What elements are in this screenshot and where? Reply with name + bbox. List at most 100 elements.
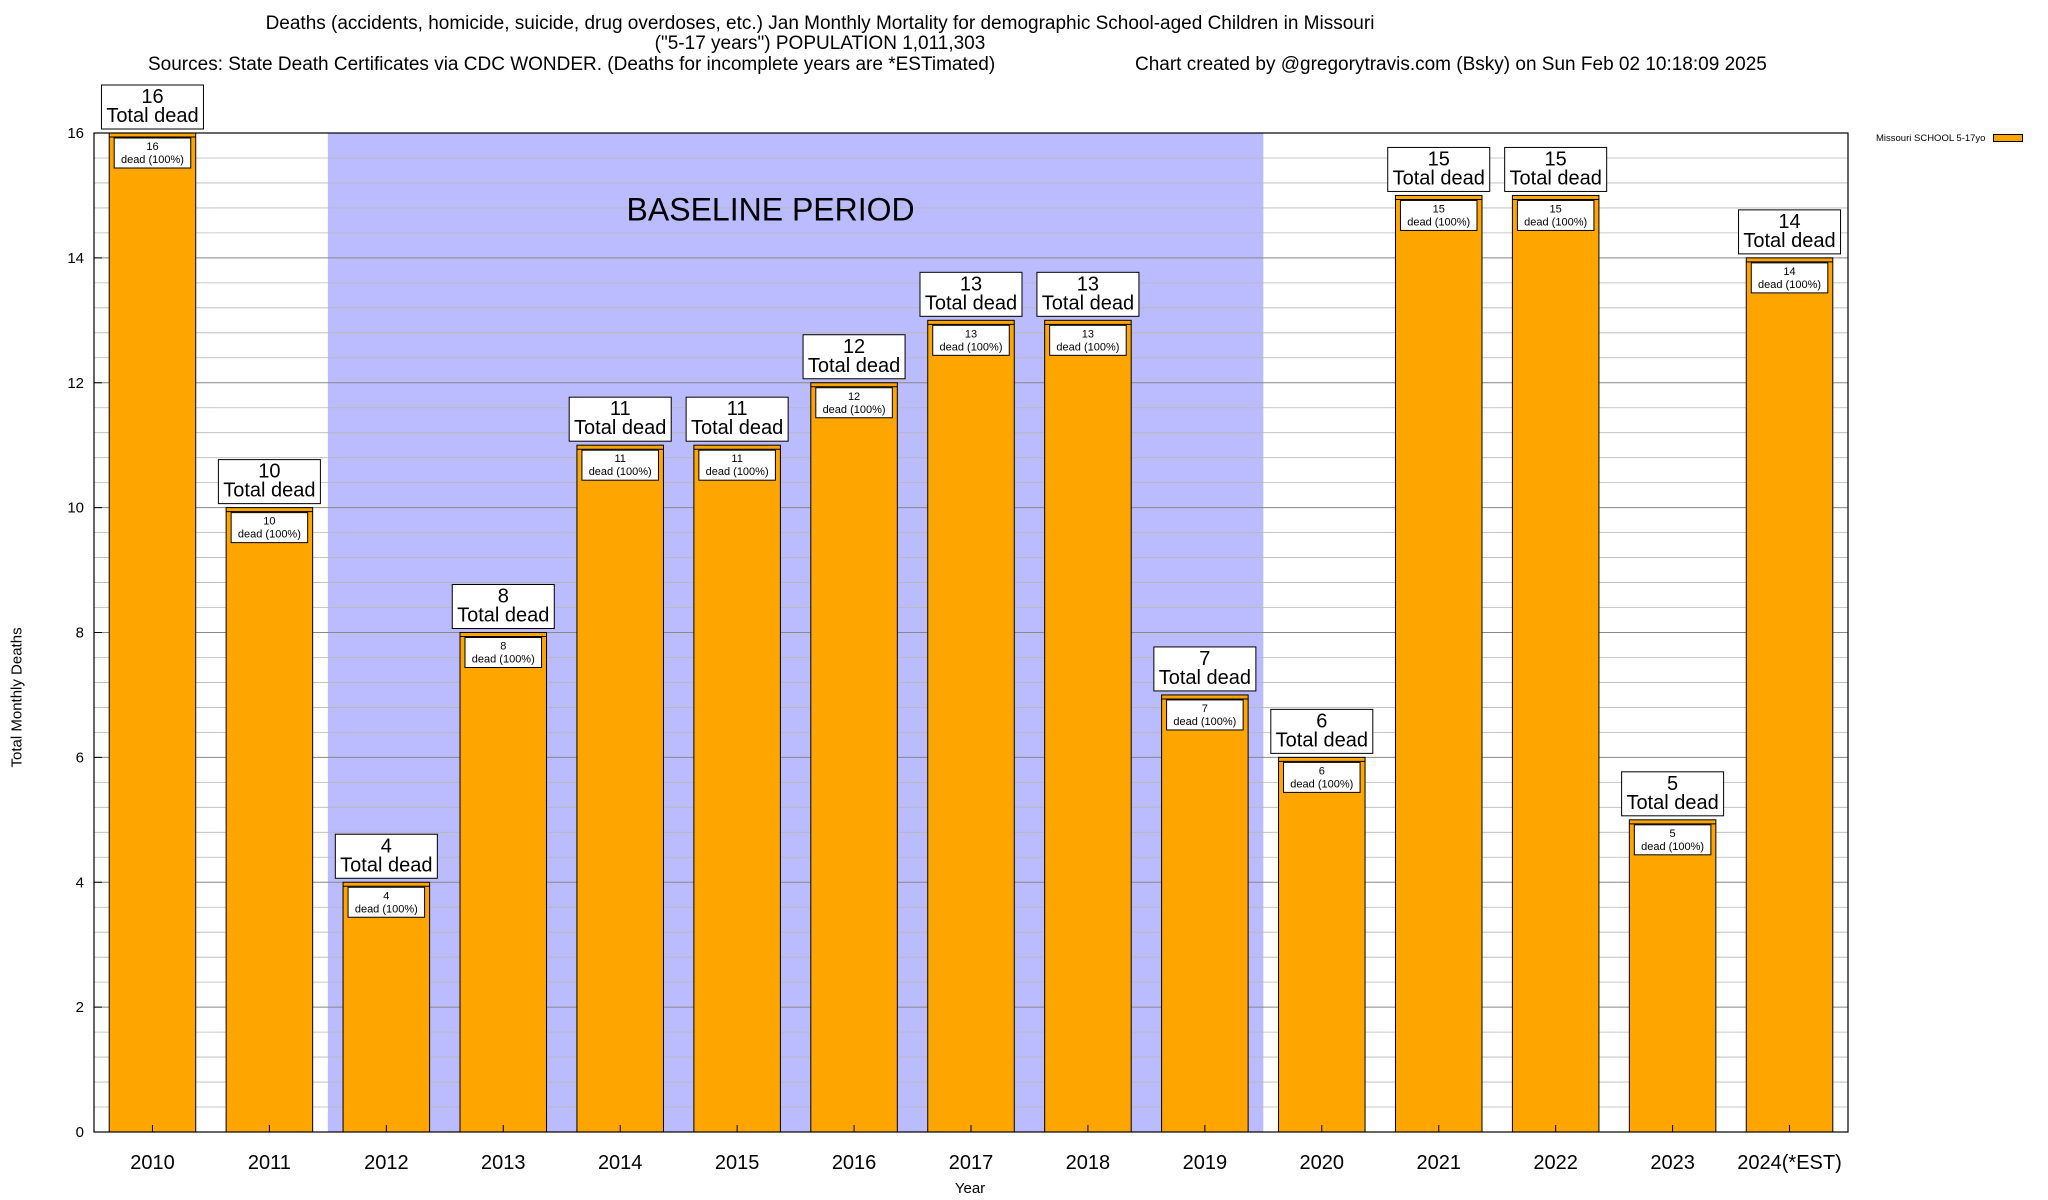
inner-value-label: 15 [1550,203,1562,215]
total-value-label: 15 [1545,148,1567,170]
inner-percent-label: dead (100%) [1056,341,1119,353]
total-dead-label: Total dead [1276,729,1368,751]
inner-value-label: 10 [263,516,275,528]
inner-percent-label: dead (100%) [1407,216,1470,228]
bar [459,632,548,1133]
total-label-box [1621,771,1725,817]
bar [1044,319,1132,1133]
inner-value-label: 11 [731,453,742,465]
inner-percent-label: dead (100%) [940,341,1003,353]
inner-value-label: 11 [614,453,625,465]
y-tick-label: 6 [76,749,84,766]
total-label-box [802,334,906,380]
inner-value-label: 12 [848,391,860,403]
x-tick-label: 2017 [949,1152,994,1174]
inner-value-label: 16 [146,141,158,153]
y-tick-label: 16 [67,125,84,142]
total-label-box [217,459,321,505]
bar [1278,756,1366,1133]
x-tick-label: 2012 [364,1152,409,1174]
x-axis-ticks: 2010 2011 2012 2013 2014 2015 2016 2017 2018 2019… [130,1125,1842,1174]
total-value-label: 11 [727,398,748,420]
inner-value-label: 8 [500,641,506,653]
bar [810,382,898,1133]
total-label-box [1738,209,1842,255]
total-value-label: 16 [141,86,163,108]
y-tick-label: 2 [76,999,84,1016]
total-value-label: 7 [1199,648,1210,670]
total-value-label: 14 [1778,211,1800,233]
inner-label-box [1399,199,1478,231]
y-tick-label: 10 [67,500,84,517]
y-tick-label: 4 [76,874,84,891]
inner-percent-label: dead (100%) [472,654,535,666]
chart-subtitle: ("5-17 years") POPULATION 1,011,303 [654,33,986,54]
inner-percent-label: dead (100%) [589,466,652,478]
total-value-label: 10 [258,461,280,483]
total-value-label: 13 [1077,273,1099,295]
total-label-box [100,84,204,130]
legend: Missouri SCHOOL 5-17yo [1876,131,2024,145]
total-dead-label: Total dead [340,854,432,876]
total-dead-label: Total dead [1626,792,1718,814]
x-tick-label: 2010 [130,1152,175,1174]
x-tick-label: 2024(*EST) [1737,1152,1842,1174]
legend-label: Missouri SCHOOL 5-17yo [1876,132,1986,144]
bar [108,132,197,1133]
x-tick-label: 2018 [1066,1152,1111,1174]
x-tick-label: 2021 [1416,1152,1461,1174]
total-dead-label: Total dead [223,480,315,502]
bar [225,507,314,1133]
inner-label-box [1633,824,1712,856]
x-tick-label: 2019 [1183,1152,1228,1174]
inner-value-label: 4 [383,890,389,902]
bar [927,319,1015,1133]
total-label-box [1387,146,1491,192]
inner-percent-label: dead (100%) [1641,841,1704,853]
x-tick-label: 2015 [715,1152,760,1174]
x-tick-label: 2013 [481,1152,526,1174]
inner-label-box [347,886,426,918]
inner-value-label: 13 [965,328,977,340]
inner-label-box [1750,262,1829,294]
inner-percent-label: dead (100%) [823,404,886,416]
y-tick-label: 12 [67,375,84,392]
total-dead-label: Total dead [691,417,783,439]
total-value-label: 6 [1316,710,1327,732]
inner-value-label: 5 [1670,828,1676,840]
inner-label-box [698,449,776,481]
bar [693,444,781,1133]
bar [1394,194,1483,1133]
x-tick-label: 2016 [832,1152,877,1174]
inner-value-label: 13 [1082,328,1094,340]
total-dead-label: Total dead [106,105,198,127]
total-dead-label: Total dead [1393,167,1485,189]
total-dead-label: Total dead [925,292,1017,314]
bar [1628,819,1717,1133]
total-value-label: 13 [960,273,982,295]
total-label-box [919,271,1023,317]
inner-value-label: 14 [1783,266,1795,278]
total-label-box [451,584,555,629]
bar [576,444,664,1133]
bar [1511,194,1600,1133]
inner-label-box [1049,324,1127,356]
total-label-box [568,396,672,442]
total-label-box [1504,146,1608,192]
total-dead-label: Total dead [1510,167,1602,189]
inner-label-box [1166,699,1244,731]
inner-percent-label: dead (100%) [355,903,418,915]
total-value-label: 4 [381,835,392,857]
y-tick-label: 14 [67,250,84,267]
x-axis-label: Year [954,1180,986,1197]
total-label-box [685,396,789,442]
total-dead-label: Total dead [574,417,666,439]
baseline-label: BASELINE PERIOD [627,191,915,227]
inner-label-box [815,387,893,419]
legend-swatch [1993,134,2024,142]
chart-credit: Chart created by @gregorytravis.com (Bsk… [1135,54,1767,75]
inner-value-label: 15 [1433,203,1445,215]
total-label-box [1036,271,1140,317]
